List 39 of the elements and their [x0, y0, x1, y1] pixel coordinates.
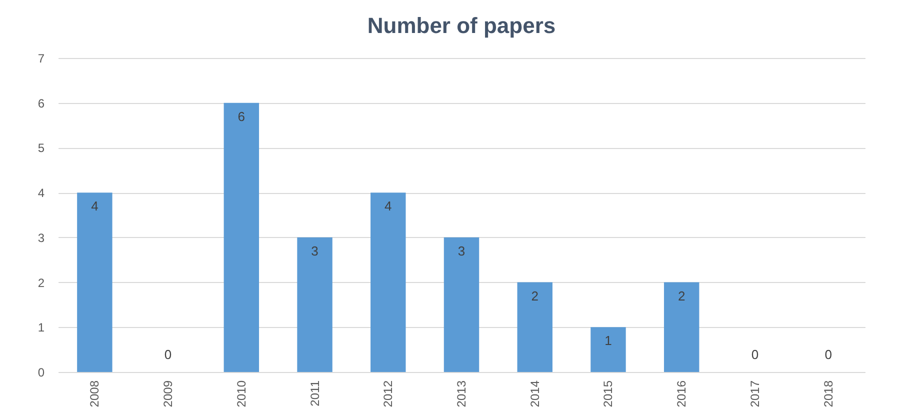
x-tick-label: 2013: [454, 380, 468, 408]
data-label: 4: [91, 198, 98, 214]
bar: [297, 237, 332, 372]
x-tick-label: 2008: [88, 380, 102, 408]
bar: [664, 282, 700, 372]
data-label: 3: [311, 243, 318, 258]
bar: [77, 192, 112, 372]
data-label: 0: [751, 347, 759, 362]
data-label: 1: [604, 333, 612, 348]
bar: [444, 237, 480, 372]
y-tick-label: 6: [38, 96, 45, 110]
x-tick-label: 2015: [601, 380, 616, 408]
x-tick-label: 2017: [748, 380, 762, 408]
x-tick-label: 2016: [674, 380, 689, 408]
y-tick-label: 0: [38, 366, 45, 380]
x-tick-label: 2009: [161, 380, 176, 408]
x-tick-label: 2012: [381, 380, 396, 408]
bar: [370, 192, 406, 372]
x-tick-label: 2014: [528, 380, 542, 408]
y-tick-label: 3: [38, 230, 45, 245]
chart-title: Number of papers: [367, 13, 556, 38]
bar: [590, 327, 626, 372]
data-label: 0: [824, 347, 832, 362]
y-tick-label: 1: [38, 320, 45, 335]
data-label: 6: [238, 108, 246, 124]
y-tick-label: 2: [38, 276, 45, 290]
data-label: 2: [678, 288, 686, 304]
x-tick-label: 2018: [821, 380, 836, 408]
data-label: 0: [164, 347, 172, 362]
data-label: 3: [458, 243, 466, 258]
y-tick-label: 5: [38, 141, 45, 156]
data-label: 4: [384, 198, 392, 214]
x-tick-label: 2010: [234, 380, 248, 408]
y-tick-label: 4: [38, 186, 45, 200]
bar: [517, 282, 552, 372]
bar: [224, 102, 260, 372]
data-label: 2: [531, 288, 538, 304]
x-tick-label: 2011: [308, 380, 322, 406]
y-tick-label: 7: [38, 52, 45, 66]
